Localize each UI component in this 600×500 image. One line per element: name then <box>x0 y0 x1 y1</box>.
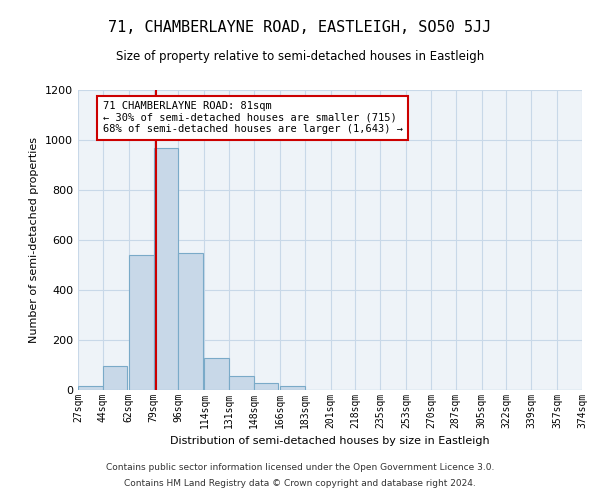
Text: Size of property relative to semi-detached houses in Eastleigh: Size of property relative to semi-detach… <box>116 50 484 63</box>
Text: Contains HM Land Registry data © Crown copyright and database right 2024.: Contains HM Land Registry data © Crown c… <box>124 478 476 488</box>
Text: 71 CHAMBERLAYNE ROAD: 81sqm
← 30% of semi-detached houses are smaller (715)
68% : 71 CHAMBERLAYNE ROAD: 81sqm ← 30% of sem… <box>103 101 403 134</box>
X-axis label: Distribution of semi-detached houses by size in Eastleigh: Distribution of semi-detached houses by … <box>170 436 490 446</box>
Y-axis label: Number of semi-detached properties: Number of semi-detached properties <box>29 137 40 343</box>
Bar <box>280 386 305 390</box>
Bar <box>129 255 154 390</box>
Bar <box>229 376 254 390</box>
Bar <box>178 252 203 390</box>
Bar <box>103 366 127 390</box>
Bar <box>154 148 178 390</box>
Text: Contains public sector information licensed under the Open Government Licence 3.: Contains public sector information licen… <box>106 464 494 472</box>
Bar <box>78 386 103 390</box>
Text: 71, CHAMBERLAYNE ROAD, EASTLEIGH, SO50 5JJ: 71, CHAMBERLAYNE ROAD, EASTLEIGH, SO50 5… <box>109 20 491 35</box>
Bar <box>205 358 229 390</box>
Bar <box>254 382 278 390</box>
